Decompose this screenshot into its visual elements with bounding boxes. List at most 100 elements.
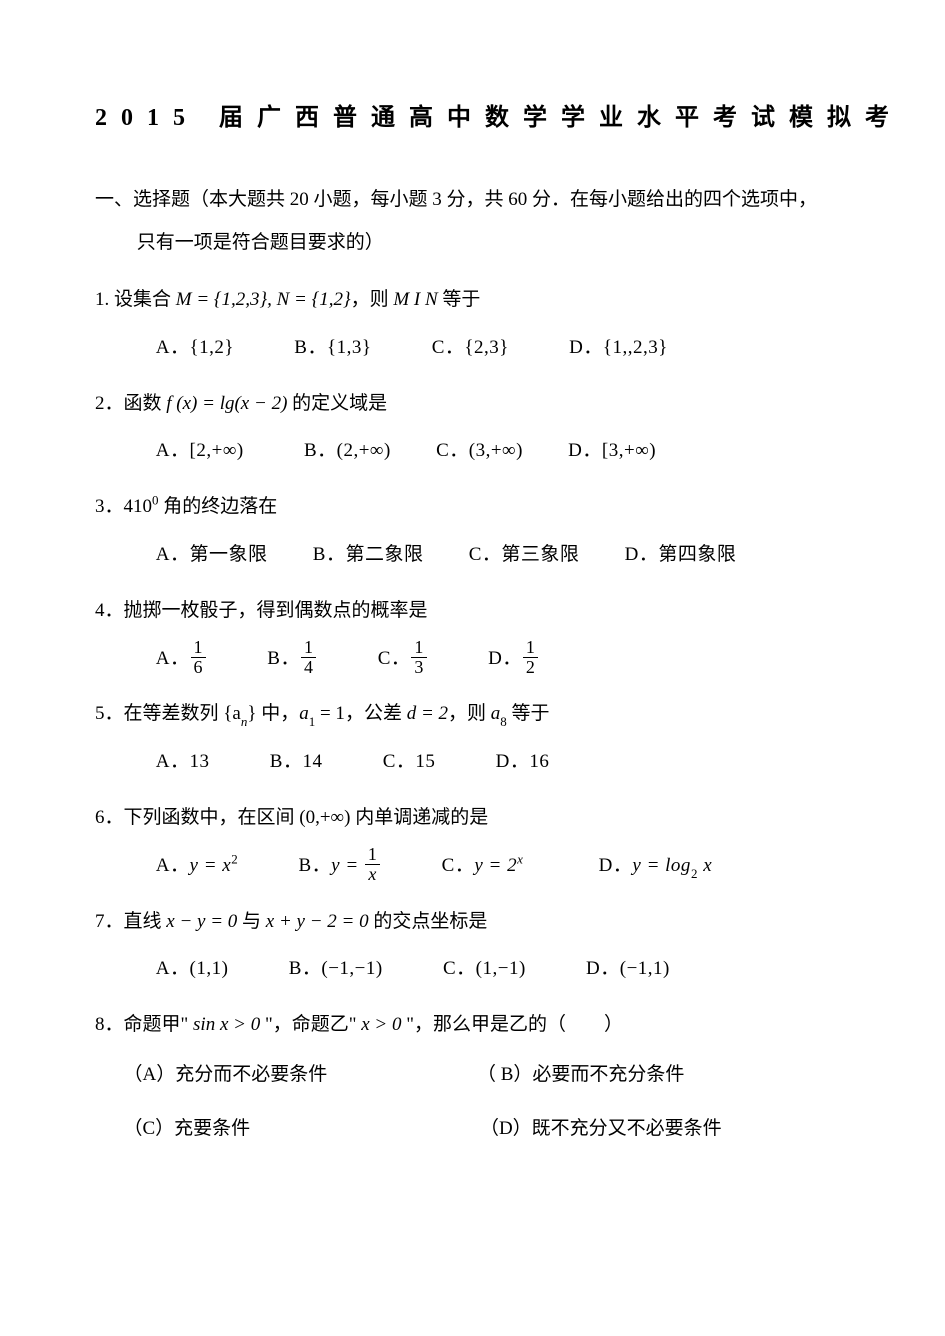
q8-p1: sin x > 0	[193, 1014, 260, 1035]
q5-a8: a	[491, 703, 501, 724]
q3-optA: A．第一象限	[156, 544, 268, 565]
q7-optB-label: B．	[289, 958, 322, 979]
q6-optD-label: D．	[599, 855, 633, 876]
q1-options: A．{1,2} B．{1,3} C．{2,3} D．{1,,2,3}	[95, 327, 860, 369]
q4-optD-den: 2	[523, 657, 539, 677]
q1-stem-a: 1. 设集合	[95, 289, 176, 310]
q5-stem-d: ，则	[448, 703, 491, 724]
q4-optA-frac: 16	[191, 638, 207, 677]
q3-optC: C．第三象限	[469, 544, 580, 565]
q6-stem-b: 内单调递减的是	[350, 807, 488, 828]
q7-optC: C．(1,−1)	[443, 958, 526, 979]
q1-optC-label: C．	[432, 337, 465, 358]
q2-optC-label: C．	[436, 440, 469, 461]
q1-optB: B．{1,3}	[294, 337, 371, 358]
q7-optC-val: (1,−1)	[476, 958, 526, 979]
q1-optB-label: B．	[294, 337, 327, 358]
q2-optB-label: B．	[304, 440, 337, 461]
question-4: 4．抛掷一枚骰子，得到偶数点的概率是	[95, 590, 860, 632]
question-1: 1. 设集合 M = {1,2,3}, N = {1,2}，则 M I N 等于	[95, 279, 860, 321]
q2-optD: D．[3,+∞)	[568, 440, 656, 461]
q1-stem-b: ，则	[351, 289, 394, 310]
q4-optD-num: 1	[523, 638, 539, 657]
q4-optD: D．12	[488, 648, 539, 669]
question-7: 7．直线 x − y = 0 与 x + y − 2 = 0 的交点坐标是	[95, 901, 860, 943]
q4-optC-label: C．	[378, 648, 411, 669]
q7-optC-label: C．	[443, 958, 476, 979]
q4-optA-num: 1	[191, 638, 207, 657]
q1-optD-label: D．	[569, 337, 603, 358]
q8-optA: （A）充分而不必要条件	[124, 1064, 328, 1085]
q8-p2: x > 0	[361, 1014, 401, 1035]
q8-options-row1: （A）充分而不必要条件 （ B）必要而不充分条件	[95, 1052, 860, 1098]
q6-optB-label: B．	[298, 855, 331, 876]
q4-optC-num: 1	[411, 638, 427, 657]
q6-optA-sup: 2	[231, 851, 238, 866]
q4-optD-frac: 12	[523, 638, 539, 677]
q5-stem-a: 5．在等差数列	[95, 703, 223, 724]
q6-optB-frac: 1x	[365, 845, 381, 884]
q5-a1: a	[299, 703, 309, 724]
q5-stem-c: ，公差	[345, 703, 407, 724]
q6-options: A．y = x2 B．y = 1x C．y = 2x D．y = log2 x	[95, 845, 860, 887]
q2-stem-b: 的定义域是	[287, 393, 387, 414]
q2-optB: B．(2,+∞)	[304, 440, 391, 461]
q6-optA-label: A．	[156, 855, 190, 876]
q4-optA: A．16	[156, 648, 207, 669]
q6-optD-pre: y = log	[632, 855, 691, 876]
q6-optB-num: 1	[365, 845, 381, 864]
q5-optB: B．14	[270, 751, 323, 772]
q4-optB: B．14	[267, 648, 317, 669]
q5-stem-b: 中，	[256, 703, 299, 724]
q2-optA: A．[2,+∞)	[156, 440, 244, 461]
q4-optD-label: D．	[488, 648, 522, 669]
q1-stem-c: 等于	[438, 289, 481, 310]
q2-options: A．[2,+∞) B．(2,+∞) C．(3,+∞) D．[3,+∞)	[95, 430, 860, 472]
question-5: 5．在等差数列 {an} 中，a1 = 1，公差 d = 2，则 a8 等于	[95, 693, 860, 735]
q4-optC-frac: 13	[411, 638, 427, 677]
q3-options: A．第一象限 B．第二象限 C．第三象限 D．第四象限	[95, 534, 860, 576]
q4-optB-frac: 14	[301, 638, 317, 677]
q6-interval: (0,+∞)	[299, 807, 350, 828]
q5-a8-sub: 8	[500, 714, 507, 729]
q2-optD-val: [3,+∞)	[602, 440, 656, 461]
q4-options: A．16 B．14 C．13 D．12	[95, 638, 860, 680]
q8-stem-c: "，那么甲是乙的（ ）	[401, 1014, 623, 1035]
q2-optC-val: (3,+∞)	[469, 440, 523, 461]
q1-optC-val: {2,3}	[464, 337, 509, 358]
q7-optA: A．(1,1)	[156, 958, 229, 979]
q5-optA: A．13	[156, 751, 210, 772]
q6-optC-pre: y = 2	[474, 855, 517, 876]
q1-optA-label: A．	[156, 337, 190, 358]
q5-options: A．13 B．14 C．15 D．16	[95, 741, 860, 783]
q2-optD-label: D．	[568, 440, 602, 461]
q1-expr: M I N	[393, 289, 437, 310]
question-3: 3．4100 角的终边落在	[95, 486, 860, 528]
q8-optD: （D）既不充分又不必要条件	[480, 1118, 722, 1139]
q1-optA-val: {1,2}	[190, 337, 235, 358]
q6-optD-post: x	[698, 855, 712, 876]
q4-optB-label: B．	[267, 648, 300, 669]
q5-seq-brace: {a	[223, 703, 241, 724]
q7-stem-c: 的交点坐标是	[369, 911, 488, 932]
q7-optD-val: (−1,1)	[620, 958, 670, 979]
q6-optA-pre: y = x	[190, 855, 232, 876]
q8-optB: （ B）必要而不充分条件	[477, 1064, 684, 1085]
q8-options-row2: （C）充要条件 （D）既不充分又不必要条件	[95, 1106, 860, 1152]
q3-optB: B．第二象限	[313, 544, 424, 565]
q7-optB-val: (−1,−1)	[321, 958, 382, 979]
intro-line2: 只有一项是符合题目要求的）	[95, 232, 384, 253]
q7-line2: x + y − 2 = 0	[266, 911, 369, 932]
q5-stem-e: 等于	[507, 703, 550, 724]
q4-optB-num: 1	[301, 638, 317, 657]
q3-stem-a: 3．	[95, 496, 124, 517]
q8-stem-b: "，命题乙"	[260, 1014, 361, 1035]
q2-optA-label: A．	[156, 440, 190, 461]
q6-stem-a: 6．下列函数中，在区间	[95, 807, 299, 828]
q5-a1-sub: 1	[309, 714, 316, 729]
q4-optB-den: 4	[301, 657, 317, 677]
q6-optD: D．y = log2 x	[599, 855, 712, 876]
q4-optC-den: 3	[411, 657, 427, 677]
q2-optB-val: (2,+∞)	[337, 440, 391, 461]
q6-optC-sup: x	[517, 851, 523, 866]
